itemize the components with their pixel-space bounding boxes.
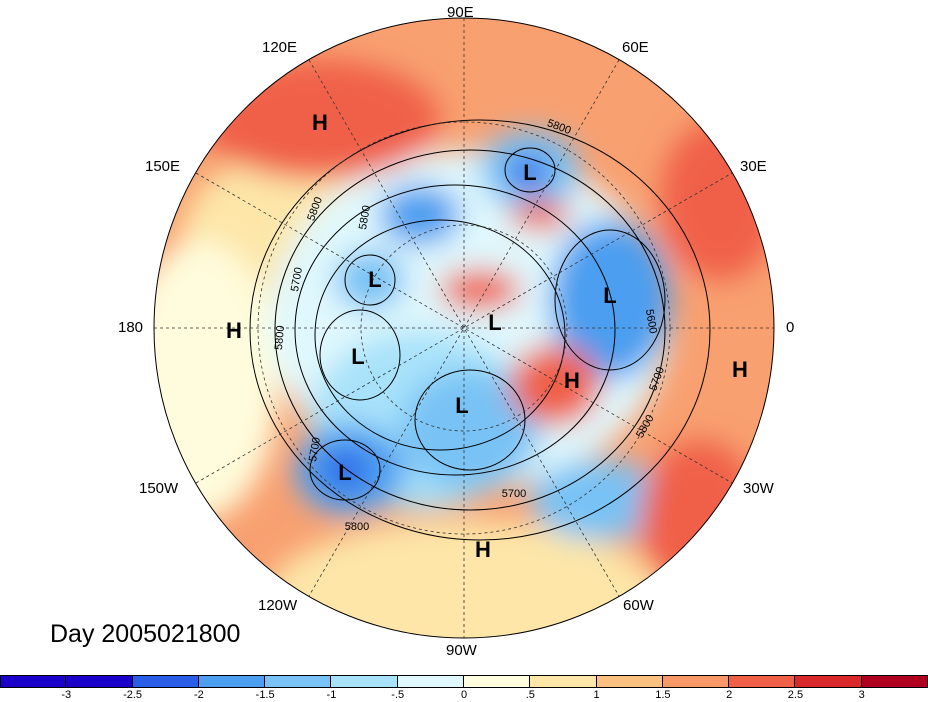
temperature-anomaly-field [154,60,774,638]
colorbar-tick-label: -2 [193,689,204,701]
low-pressure-marker: L [368,267,381,292]
colorbar-frame [0,675,928,688]
low-pressure-marker: L [351,344,364,369]
colorbar-tick-label: 1 [593,689,600,701]
colorbar-swatch [530,675,597,688]
colorbar-swatch [265,675,332,688]
colorbar-tick-label: .5 [525,689,535,701]
contour-label: 5800 [345,521,369,533]
height-contours [249,119,711,541]
colorbar-swatch [464,675,531,688]
colorbar-swatch [729,675,796,688]
colorbar-swatch [132,675,199,688]
high-pressure-marker: H [475,537,491,562]
longitude-label: 120W [258,597,298,614]
high-pressure-marker: H [564,368,580,393]
colorbar-tick-label: 2 [726,689,733,701]
high-pressure-marker: H [732,357,748,382]
longitude-label: 30E [740,158,767,175]
contour-label: 5800 [357,204,373,230]
longitude-label: 60E [622,39,649,56]
longitude-label: 150W [139,480,179,497]
colorbar-swatch [795,675,862,688]
date-title: Day 2005021800 [50,620,241,648]
graticule [154,18,774,638]
contour-label: 5600 [643,308,659,334]
high-pressure-marker: H [312,110,328,135]
longitude-label: 120E [262,39,298,56]
colorbar-tick-label: -.5 [391,689,405,701]
longitude-label: 90E [447,4,474,21]
colorbar-swatch [662,675,730,688]
colorbar-tick-label: 3 [858,689,865,701]
colorbar-swatch [397,675,464,688]
colorbar-swatch [0,675,67,688]
longitude-label: 0 [786,319,795,336]
low-pressure-marker: L [455,393,468,418]
contour-label: 5700 [307,436,323,462]
colorbar-tick-label: 1.5 [655,689,671,701]
colorbar-swatch [198,675,266,688]
colorbar: -3 -2.5 -2 -1.5 -1 -.5 0 .5 1 1.5 2 2.5 3 [0,675,928,702]
longitude-label: 60W [623,597,654,614]
longitude-label: 180 [118,319,144,336]
map-boundary [153,17,775,639]
high-pressure-marker: H [226,318,242,343]
colorbar-swatch [66,675,133,688]
colorbar-tick-label: -1 [326,689,337,701]
colorbar-tick-label: -2.5 [123,689,143,701]
low-pressure-marker: L [338,460,351,485]
colorbar-tick-label: -3 [61,689,72,701]
colorbar-swatch [331,675,398,688]
longitude-label: 150E [145,158,181,175]
low-pressure-marker: L [603,283,616,308]
longitude-label: 90W [446,642,477,659]
contour-label: 5700 [289,266,305,292]
colorbar-tick-label: -1.5 [255,689,275,701]
pressure-center-markers: H L L L L H L L H H L H [226,110,748,562]
longitude-label: 30W [743,480,774,497]
colorbar-tick-label: 2.5 [787,689,804,701]
low-pressure-marker: L [523,160,536,185]
low-pressure-marker: L [488,310,501,335]
colorbar-swatch [596,675,663,688]
contour-label: 5700 [502,488,526,500]
colorbar-tick-label: 0 [460,689,468,701]
contour-label: 5800 [273,325,287,350]
